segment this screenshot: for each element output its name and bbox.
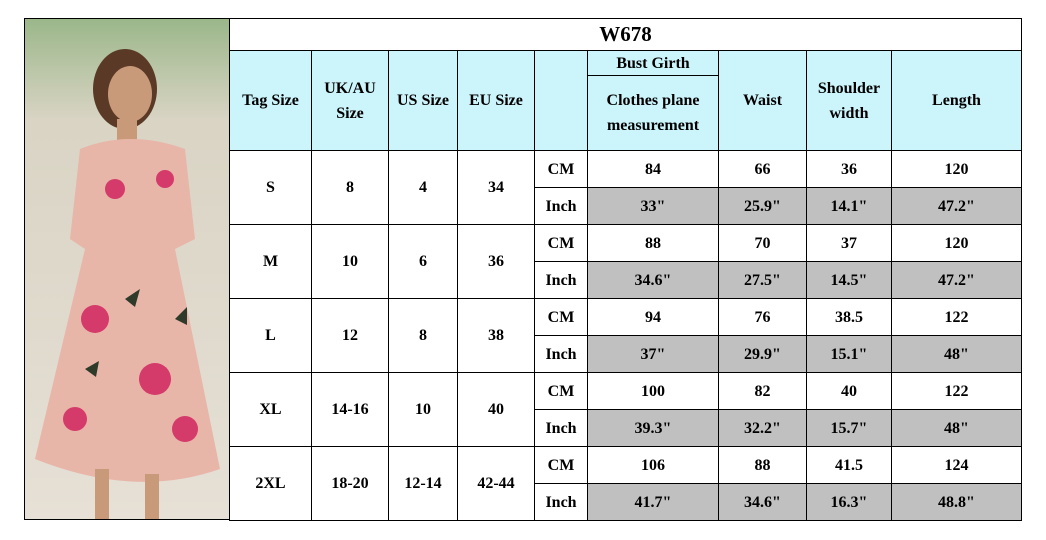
photo-illustration [25,19,229,519]
unit-label: Inch [534,187,588,225]
unit-label: Inch [534,409,588,447]
cm-value: 122 [891,298,1022,336]
size-cell: 42-44 [457,446,535,521]
size-cell: 14-16 [311,372,389,447]
cm-value: 100 [587,372,719,410]
inch-value: 34.6" [587,261,719,299]
unit-header [534,50,588,151]
inch-value: 47.2" [891,261,1022,299]
inch-value: 25.9" [718,187,807,225]
inch-value: 29.9" [718,335,807,373]
cm-value: 120 [891,224,1022,262]
inch-value: 41.7" [587,483,719,521]
cm-value: 37 [806,224,892,262]
size-cell: 6 [388,224,458,299]
cm-value: 88 [718,446,807,484]
inch-value: 37" [587,335,719,373]
size-cell: M [229,224,312,299]
inch-value: 16.3" [806,483,892,521]
cm-value: 41.5 [806,446,892,484]
inch-value: 27.5" [718,261,807,299]
column-header: Shoulder width [806,50,892,151]
size-cell: 40 [457,372,535,447]
inch-value: 48" [891,335,1022,373]
size-cell: 8 [311,150,389,225]
unit-label: Inch [534,261,588,299]
size-cell: 38 [457,298,535,373]
column-header: UK/AU Size [311,50,389,151]
model-photo [24,18,230,520]
unit-label: CM [534,224,588,262]
size-cell: 18-20 [311,446,389,521]
size-cell: 8 [388,298,458,373]
size-cell: XL [229,372,312,447]
unit-label: CM [534,372,588,410]
column-header: Waist [718,50,807,151]
size-cell: 10 [311,224,389,299]
inch-value: 48" [891,409,1022,447]
size-cell: 2XL [229,446,312,521]
size-cell: 12 [311,298,389,373]
cm-value: 38.5 [806,298,892,336]
column-header: US Size [388,50,458,151]
unit-label: Inch [534,335,588,373]
size-cell: 34 [457,150,535,225]
table-title: W678 [229,18,1022,51]
cm-value: 84 [587,150,719,188]
size-cell: 4 [388,150,458,225]
cm-value: 36 [806,150,892,188]
column-header: Bust Girth [587,50,719,76]
column-header: Tag Size [229,50,312,151]
cm-value: 66 [718,150,807,188]
column-header: EU Size [457,50,535,151]
unit-label: CM [534,446,588,484]
unit-label: CM [534,150,588,188]
size-cell: L [229,298,312,373]
inch-value: 33" [587,187,719,225]
cm-value: 76 [718,298,807,336]
cm-value: 70 [718,224,807,262]
cm-value: 94 [587,298,719,336]
unit-label: Inch [534,483,588,521]
inch-value: 47.2" [891,187,1022,225]
inch-value: 48.8" [891,483,1022,521]
inch-value: 34.6" [718,483,807,521]
cm-value: 106 [587,446,719,484]
inch-value: 14.5" [806,261,892,299]
inch-value: 14.1" [806,187,892,225]
cm-value: 124 [891,446,1022,484]
size-cell: S [229,150,312,225]
inch-value: 32.2" [718,409,807,447]
unit-label: CM [534,298,588,336]
inch-value: 15.1" [806,335,892,373]
cm-value: 120 [891,150,1022,188]
column-header: Length [891,50,1022,151]
cm-value: 40 [806,372,892,410]
cm-value: 122 [891,372,1022,410]
size-cell: 10 [388,372,458,447]
inch-value: 15.7" [806,409,892,447]
cm-value: 82 [718,372,807,410]
cm-value: 88 [587,224,719,262]
size-cell: 36 [457,224,535,299]
column-note: Clothes plane measurement [587,75,719,151]
inch-value: 39.3" [587,409,719,447]
size-cell: 12-14 [388,446,458,521]
